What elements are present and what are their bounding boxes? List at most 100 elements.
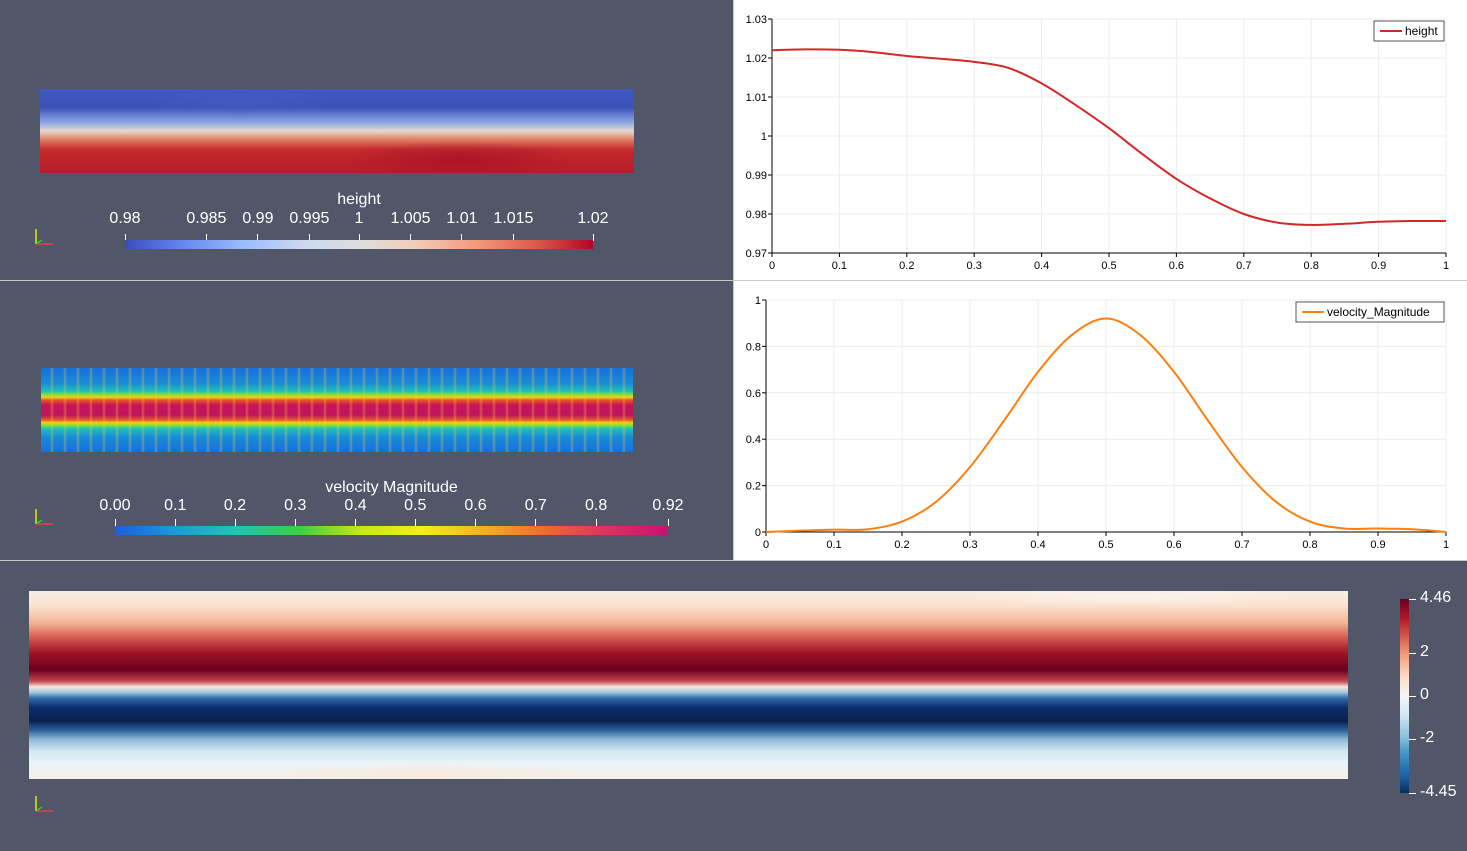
x-tick-label: 0.4 <box>1034 260 1049 272</box>
height-line-chart-view[interactable]: 0 0.1 0.2 0.3 0.4 0.5 0.6 0.7 0.8 0.9 1 0.97 0.98 0.9… <box>734 0 1467 280</box>
velocity-line-chart[interactable]: 0 0.1 0.2 0.3 0.4 0.5 0.6 0.7 0.8 0.9 1 0 0.2 0.4 0.6 0… <box>734 281 1467 560</box>
y-tick-label: 1.01 <box>746 92 767 104</box>
view-separator[interactable] <box>0 560 1467 561</box>
velocity-colorbar-tick-label: 0.5 <box>404 497 427 514</box>
legend-box <box>1295 301 1445 323</box>
x-tick-label: 0.4 <box>1030 539 1045 551</box>
vorticity-colorbar-tick-mark <box>1409 599 1416 600</box>
y-tick-label: 0.97 <box>746 248 767 260</box>
vorticity-colorbar-tick-mark <box>1409 696 1416 697</box>
x-tick-label: 0.5 <box>1101 260 1116 272</box>
height-colorbar-tick-mark <box>358 234 360 241</box>
x-tick-label: 0.8 <box>1302 539 1317 551</box>
velocity-colorbar-tick-label: 0.4 <box>344 497 367 514</box>
height-colorbar-tick-mark <box>205 234 207 241</box>
vorticity-field-plot[interactable] <box>29 591 1348 779</box>
series-line-height <box>771 48 1447 226</box>
orientation-axes-icon <box>35 509 54 525</box>
velocity-colorbar-tick-label: 0.6 <box>464 497 487 514</box>
velocity-colorbar-tick-label: 0.92 <box>652 497 684 514</box>
height-colorbar-tick-label: 1.02 <box>577 210 609 227</box>
x-tick-label: 1 <box>1443 539 1449 551</box>
orientation-axes-icon <box>35 229 54 245</box>
y-tick-label: 0.2 <box>746 481 761 493</box>
velocity-colorbar-tick-label: 0.7 <box>524 497 547 514</box>
y-tick-label: 0.4 <box>746 434 761 446</box>
velocity-colorbar: velocity Magnitude 0.00 0.1 0.2 0.3 0.4 0.5 0.… <box>99 478 684 538</box>
x-tick-label: 0.7 <box>1236 260 1251 272</box>
height-colorbar-tick-label: 1.005 <box>390 210 431 227</box>
x-tick-label: 0.9 <box>1370 539 1385 551</box>
y-tick-label: 0.6 <box>746 388 761 400</box>
vorticity-colorbar-gradient <box>1400 599 1409 793</box>
height-line-chart[interactable]: 0 0.1 0.2 0.3 0.4 0.5 0.6 0.7 0.8 0.9 1 0.97 0.98 0.9… <box>734 0 1467 280</box>
velocity-colorbar-tick-label: 0.2 <box>223 497 247 514</box>
velocity-field-plot[interactable] <box>41 368 633 452</box>
legend-label: velocity_Magnitude <box>1327 305 1430 319</box>
velocity-colorbar-tick-mark <box>174 519 176 526</box>
velocity-colorbar-tick-label: 0.00 <box>99 497 131 514</box>
vorticity-colorbar-tick-mark <box>1409 652 1416 654</box>
vorticity-render-view[interactable]: 4.46 2 0 -2 -4.45 <box>0 561 1467 851</box>
y-tick-label: 1.03 <box>746 14 767 26</box>
view-separator[interactable] <box>733 0 734 560</box>
x-tick-label: 0.1 <box>826 539 841 551</box>
velocity-colorbar-tick-mark <box>667 519 669 526</box>
x-tick-label: 0.5 <box>1098 539 1113 551</box>
x-tick-label: 0.8 <box>1304 260 1319 272</box>
x-tick-label: 0 <box>763 539 769 551</box>
height-colorbar-tick-label: 0.98 <box>109 210 141 227</box>
velocity-colorbar-tick-label: 0.8 <box>584 497 608 514</box>
height-colorbar-title: height <box>337 191 381 208</box>
height-colorbar-tick-mark <box>461 234 463 241</box>
velocity-colorbar-tick-mark <box>294 519 296 526</box>
height-colorbar-tick-label: 0.995 <box>289 210 330 227</box>
vorticity-colorbar-tick-mark <box>1409 739 1416 741</box>
height-colorbar-tick-mark <box>409 234 411 241</box>
height-colorbar-tick-label: 1.015 <box>493 210 534 227</box>
x-tick-label: 0.6 <box>1169 260 1184 272</box>
velocity-colorbar-tick-mark <box>355 519 357 526</box>
y-tick-label: 1 <box>761 131 767 143</box>
series-line-velocity_Magnitude <box>765 317 1447 533</box>
y-tick-label: 1.02 <box>746 53 767 65</box>
velocity-line-chart-view[interactable]: 0 0.1 0.2 0.3 0.4 0.5 0.6 0.7 0.8 0.9 1 0 0.2 0.4 0.6 0… <box>734 281 1467 560</box>
y-tick-label: 0.99 <box>746 170 767 182</box>
vorticity-colorbar-tick-mark <box>1409 793 1416 794</box>
height-colorbar-tick-mark <box>308 234 310 241</box>
x-tick-label: 0.6 <box>1166 539 1181 551</box>
vorticity-colorbar-tick-label: 2 <box>1420 642 1429 660</box>
velocity-colorbar-tick-mark <box>535 519 537 526</box>
height-colorbar-tick-label: 0.99 <box>242 210 274 227</box>
height-colorbar-tick-label: 1 <box>354 210 364 227</box>
height-colorbar-tick-mark <box>257 234 259 241</box>
velocity-colorbar-title: velocity Magnitude <box>325 479 458 496</box>
velocity-colorbar-tick-mark <box>414 519 416 526</box>
velocity-colorbar-tick-label: 0.3 <box>284 497 307 514</box>
vorticity-colorbar-tick-label: 0 <box>1420 686 1429 703</box>
velocity-colorbar-tick-mark <box>595 519 597 526</box>
velocity-colorbar-tick-mark <box>234 519 236 526</box>
x-tick-label: 0.3 <box>967 260 982 272</box>
height-colorbar-tick-mark <box>592 234 594 241</box>
y-tick-label: 0.8 <box>746 341 761 353</box>
vorticity-colorbar-tick-label: 4.46 <box>1420 589 1452 606</box>
height-colorbar-tick-mark <box>124 234 126 241</box>
velocity-colorbar-tick-mark <box>114 519 116 526</box>
vorticity-colorbar-tick-label: -4.45 <box>1420 783 1457 800</box>
velocity-render-view[interactable]: velocity Magnitude 0.00 0.1 0.2 0.3 0.4 0.5 0.… <box>0 281 733 560</box>
height-colorbar: height 0.98 0.985 0.99 0.995 1 1.005 1.01 1.015… <box>109 190 609 250</box>
height-render-view[interactable]: height 0.98 0.985 0.99 0.995 1 1.005 1.01 1.015… <box>0 0 733 280</box>
legend-box <box>1373 20 1445 42</box>
y-tick-label: 0.98 <box>746 209 767 221</box>
y-tick-label: 1 <box>755 295 761 307</box>
height-field-plot[interactable] <box>40 89 634 173</box>
height-colorbar-tick-label: 1.01 <box>446 210 478 227</box>
x-tick-label: 0 <box>769 260 775 272</box>
y-tick-label: 0 <box>755 527 761 539</box>
legend-label: height <box>1405 24 1438 38</box>
vorticity-colorbar-tick-label: -2 <box>1420 729 1435 747</box>
height-colorbar-tick-mark <box>512 234 514 241</box>
x-tick-label: 1 <box>1443 260 1449 272</box>
x-tick-label: 0.3 <box>962 539 977 551</box>
